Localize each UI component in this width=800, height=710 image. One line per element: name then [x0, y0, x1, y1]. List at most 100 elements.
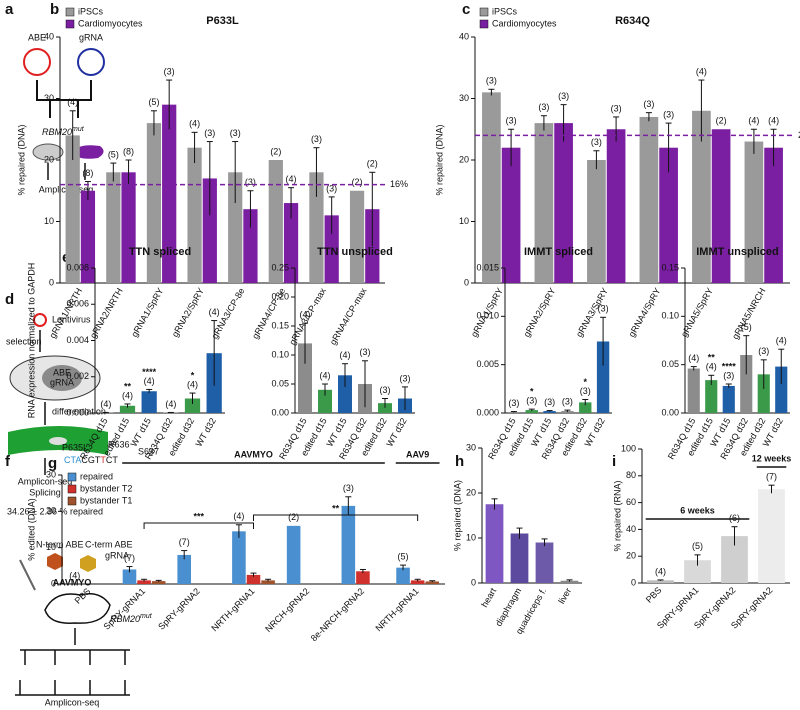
error-bar — [359, 568, 366, 574]
n-label: (4) — [768, 116, 779, 126]
n-label: (3) — [326, 183, 337, 193]
error-bar — [564, 409, 571, 413]
error-bar — [382, 398, 388, 408]
bar — [543, 411, 556, 413]
error-bar — [778, 348, 785, 384]
label: Amplicon-seq — [18, 476, 73, 486]
significance: *** — [194, 511, 205, 521]
label: N-term ABE — [36, 539, 84, 549]
chart-title: TTN unspliced — [317, 246, 393, 258]
y-tick-label: 0.000 — [476, 407, 499, 417]
panel-letter: g — [48, 455, 57, 472]
y-tick-label: 0.00 — [271, 407, 289, 417]
x-tick-label: PBS — [73, 586, 93, 606]
bar — [122, 569, 137, 584]
n-label: (3) — [611, 103, 622, 113]
bar — [740, 355, 753, 413]
x-tick-label: gRNA4/CP-max — [328, 286, 369, 347]
arrow — [36, 80, 92, 118]
bar — [378, 403, 392, 413]
chart-title: IMMT unspliced — [696, 246, 779, 258]
y-tick-label: 0.008 — [66, 262, 89, 272]
error-bar — [322, 383, 328, 396]
bar — [318, 389, 332, 413]
error-bar — [600, 316, 607, 366]
bar — [324, 215, 339, 283]
bar — [534, 123, 554, 283]
bar — [587, 160, 606, 283]
error-bar — [328, 196, 335, 234]
x-tick-label: PBS — [644, 585, 664, 605]
error-bar — [166, 79, 173, 130]
error-bar — [645, 112, 652, 122]
n-label: (3) — [723, 370, 734, 380]
significance: * — [583, 377, 587, 387]
n-label: (4) — [122, 390, 133, 400]
bar — [722, 385, 735, 413]
panel-letter: d — [5, 291, 14, 308]
x-tick-label: gRNA5/NRCH — [730, 286, 767, 341]
error-bar — [708, 374, 715, 385]
bar — [482, 92, 501, 283]
error-bar — [516, 527, 523, 539]
x-tick-label: gRNA2/NRTH — [88, 286, 125, 340]
legend-swatch — [65, 19, 75, 29]
bar — [298, 343, 312, 413]
bar — [775, 366, 788, 413]
x-tick-label: NRTH-gRNA1 — [209, 586, 256, 633]
legend-label: iPSCs — [492, 6, 518, 16]
label: gRNA — [50, 377, 74, 387]
bar — [268, 160, 283, 283]
error-bar — [124, 403, 131, 408]
n-label: (3) — [311, 134, 322, 144]
label: Splicing — [29, 487, 61, 497]
error-bar — [694, 554, 701, 566]
n-label: (7) — [179, 537, 190, 547]
panel-letter: c — [462, 1, 470, 18]
error-bar — [414, 578, 421, 582]
n-label: (8) — [82, 168, 93, 178]
n-label: (3) — [204, 128, 215, 138]
error-bar — [69, 110, 76, 160]
bar — [286, 525, 301, 584]
bar — [246, 574, 261, 584]
x-tick-label: gRNA1/NRTH — [47, 286, 84, 340]
n-label: (4) — [286, 174, 297, 184]
bar — [309, 172, 324, 283]
bar — [202, 178, 217, 283]
legend-swatch — [67, 472, 77, 482]
y-tick-label: 80 — [626, 470, 636, 480]
n-label: (4) — [67, 97, 78, 107]
n-label: (3) — [538, 102, 549, 112]
y-axis-label: % repaired (DNA) — [452, 480, 462, 551]
y-tick-label: 20 — [459, 154, 469, 164]
error-bar — [181, 550, 188, 560]
group-label: 6 weeks — [680, 505, 715, 515]
n-label: (3) — [508, 398, 519, 408]
y-tick-label: 0.15 — [271, 320, 289, 330]
n-label: (4) — [300, 309, 311, 319]
label: gRNA — [79, 32, 103, 42]
bar — [554, 123, 573, 283]
error-bar — [189, 392, 196, 404]
error-bar — [146, 388, 153, 394]
n-label: (2) — [716, 116, 727, 126]
error-bar — [110, 162, 117, 182]
error-bar — [247, 190, 254, 228]
error-bar — [540, 115, 547, 131]
y-tick-label: 0.00 — [661, 407, 679, 417]
n-label: (4) — [340, 350, 351, 360]
n-label: (4) — [100, 399, 111, 409]
bar — [261, 580, 275, 584]
label: C-term ABE — [85, 539, 133, 549]
y-tick-label: 0.015 — [476, 262, 499, 272]
y-tick-label: 30 — [46, 469, 56, 479]
n-label: (5) — [741, 322, 752, 332]
n-label: (3) — [598, 304, 609, 314]
sequence: CTACGTTCT — [64, 455, 118, 465]
error-bar — [235, 524, 242, 538]
error-bar — [725, 383, 732, 388]
n-label: (3) — [526, 396, 537, 406]
error-bar — [541, 538, 548, 547]
icon — [49, 437, 67, 445]
